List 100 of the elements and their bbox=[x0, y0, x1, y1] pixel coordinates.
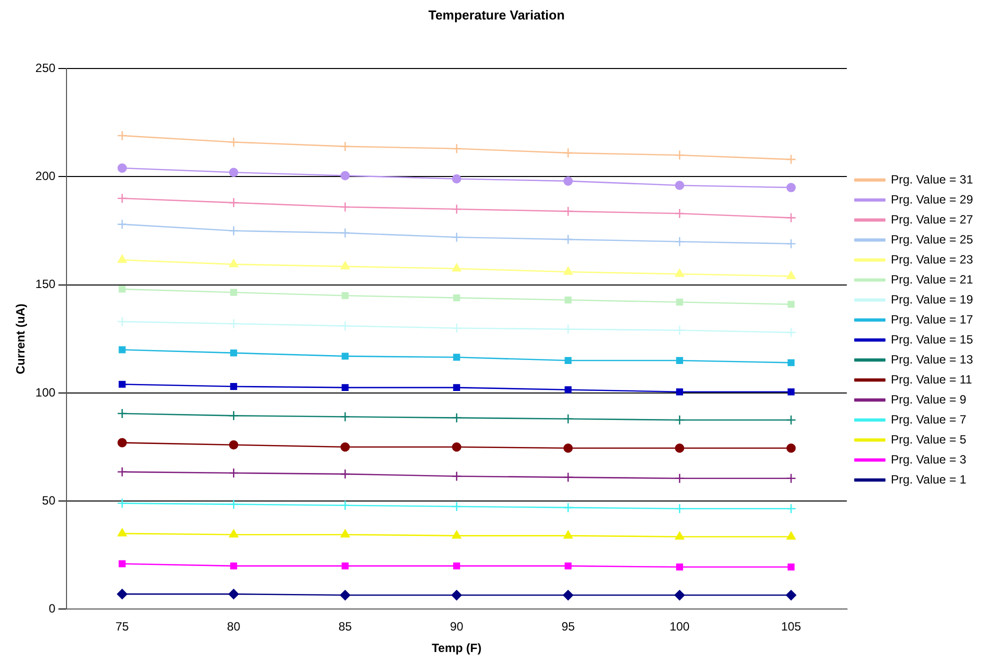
legend-label: Prg. Value = 23 bbox=[890, 252, 974, 266]
point bbox=[118, 163, 127, 173]
point bbox=[229, 440, 238, 450]
point bbox=[451, 204, 462, 214]
point bbox=[786, 327, 796, 338]
y-tick-label: 200 bbox=[35, 169, 56, 184]
point bbox=[230, 349, 238, 356]
point bbox=[562, 472, 574, 482]
point bbox=[340, 228, 350, 238]
point bbox=[564, 562, 572, 570]
point bbox=[453, 562, 460, 570]
x-tick-label: 80 bbox=[226, 620, 241, 634]
x-tick-label: 100 bbox=[670, 620, 690, 634]
point bbox=[228, 468, 239, 478]
point bbox=[788, 300, 795, 308]
point bbox=[118, 286, 126, 293]
point bbox=[786, 182, 796, 192]
point bbox=[564, 296, 572, 304]
point bbox=[674, 180, 684, 190]
point bbox=[786, 473, 796, 484]
point bbox=[674, 443, 684, 453]
x-tick-label: 90 bbox=[450, 620, 464, 634]
point bbox=[340, 412, 350, 422]
point bbox=[451, 143, 462, 154]
point bbox=[674, 236, 685, 247]
point bbox=[451, 590, 462, 600]
point bbox=[228, 198, 239, 208]
legend-label: Prg. Value = 15 bbox=[890, 332, 974, 346]
point bbox=[117, 408, 128, 419]
y-tick-label: 250 bbox=[35, 60, 56, 75]
point bbox=[564, 386, 572, 394]
legend-label: Prg. Value = 7 bbox=[890, 412, 967, 426]
point bbox=[117, 219, 128, 230]
point bbox=[676, 357, 684, 364]
point bbox=[674, 504, 685, 514]
legend-label: Prg. Value = 17 bbox=[890, 312, 974, 326]
point bbox=[229, 259, 238, 268]
legend-label: Prg. Value = 21 bbox=[890, 272, 974, 286]
point bbox=[340, 529, 350, 538]
point bbox=[676, 564, 684, 571]
point bbox=[228, 318, 239, 329]
point bbox=[228, 410, 239, 421]
point bbox=[118, 528, 127, 536]
point bbox=[674, 208, 685, 219]
point bbox=[230, 382, 238, 390]
legend-label: Prg. Value = 13 bbox=[890, 352, 974, 366]
point bbox=[786, 532, 796, 540]
point bbox=[562, 590, 574, 600]
point bbox=[786, 590, 796, 600]
point bbox=[786, 414, 796, 426]
point bbox=[340, 141, 350, 152]
point bbox=[118, 254, 127, 263]
point bbox=[786, 238, 796, 249]
point bbox=[676, 388, 684, 396]
point bbox=[451, 322, 462, 334]
point bbox=[340, 170, 350, 180]
x-tick-label: 85 bbox=[338, 620, 352, 634]
point bbox=[562, 148, 574, 158]
point bbox=[674, 590, 685, 600]
point bbox=[786, 271, 796, 280]
point bbox=[788, 564, 795, 571]
point bbox=[451, 501, 462, 512]
point bbox=[340, 202, 350, 212]
point bbox=[228, 499, 239, 510]
point bbox=[786, 504, 796, 514]
point bbox=[452, 530, 462, 539]
point bbox=[453, 384, 460, 392]
point bbox=[563, 443, 573, 453]
point bbox=[118, 346, 126, 354]
point bbox=[230, 562, 238, 570]
point bbox=[342, 292, 349, 300]
point bbox=[451, 232, 462, 242]
point bbox=[342, 352, 349, 360]
point bbox=[674, 414, 685, 426]
point bbox=[118, 560, 126, 568]
point bbox=[117, 588, 128, 600]
y-tick-label: 150 bbox=[35, 277, 56, 292]
y-axis-title: Current (uA) bbox=[14, 304, 28, 374]
legend-label: Prg. Value = 3 bbox=[890, 452, 967, 466]
point bbox=[452, 174, 462, 184]
point bbox=[451, 412, 462, 423]
point bbox=[117, 193, 128, 204]
point bbox=[117, 466, 128, 478]
y-tick-label: 50 bbox=[42, 493, 56, 508]
point bbox=[340, 468, 350, 480]
point bbox=[230, 288, 238, 296]
x-tick-label: 95 bbox=[561, 620, 576, 634]
x-tick-label: 75 bbox=[115, 620, 130, 634]
legend-label: Prg. Value = 11 bbox=[890, 372, 972, 386]
x-axis-title: Temp (F) bbox=[432, 641, 482, 656]
point bbox=[229, 168, 238, 178]
legend-label: Prg. Value = 25 bbox=[890, 232, 974, 246]
point bbox=[228, 136, 239, 148]
point bbox=[564, 530, 573, 539]
point bbox=[118, 438, 127, 448]
point bbox=[340, 500, 350, 511]
point bbox=[562, 324, 574, 334]
point bbox=[340, 442, 350, 452]
point bbox=[676, 298, 684, 306]
legend-label: Prg. Value = 29 bbox=[890, 192, 974, 206]
